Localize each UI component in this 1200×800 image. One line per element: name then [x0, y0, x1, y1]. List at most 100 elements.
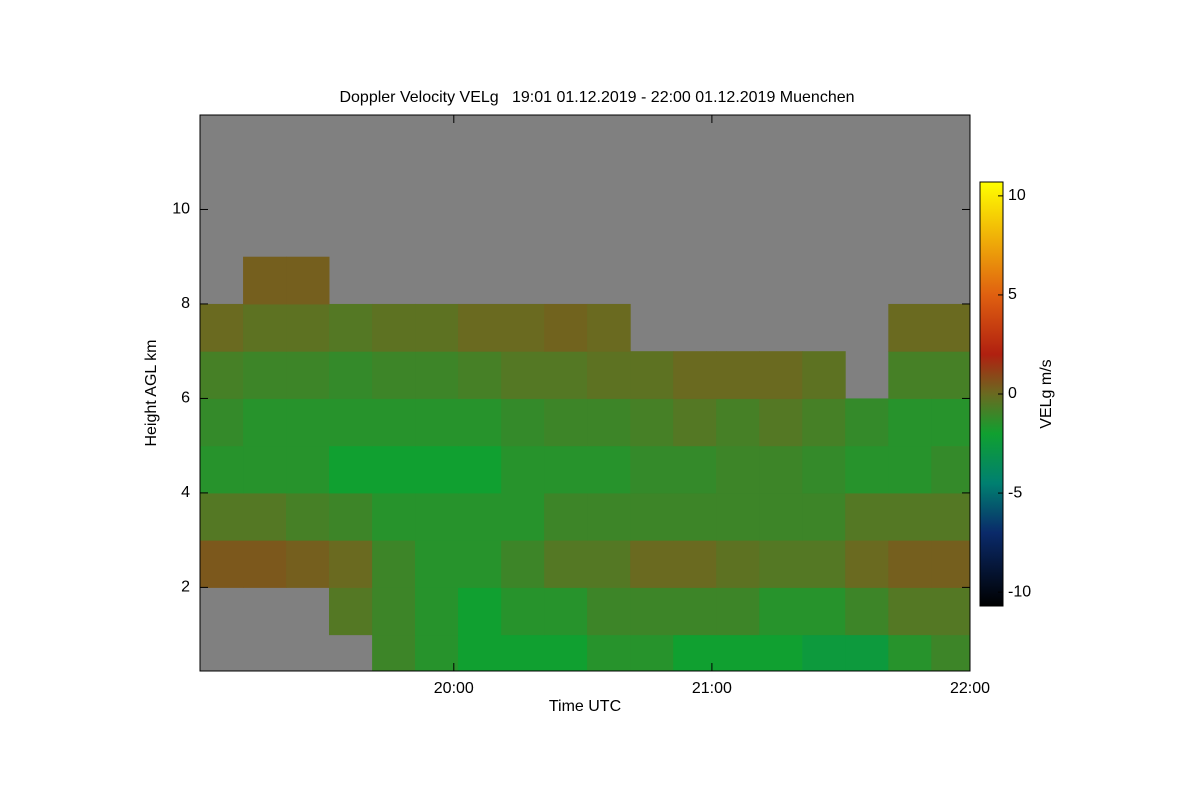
velocity-cell: [458, 303, 502, 352]
velocity-cell: [415, 351, 459, 399]
velocity-cell: [587, 398, 631, 447]
velocity-cell: [759, 445, 803, 494]
velocity-cell: [286, 303, 330, 352]
velocity-cell: [802, 540, 846, 588]
velocity-cell: [759, 492, 803, 541]
velocity-cell: [501, 492, 545, 541]
colorbar-tick-label: 10: [1008, 187, 1026, 204]
x-tick-label: 20:00: [434, 680, 474, 697]
velocity-cell: [888, 634, 932, 671]
velocity-cell: [458, 445, 502, 494]
velocity-cell: [372, 634, 416, 671]
velocity-cell: [372, 540, 416, 588]
velocity-cell: [630, 398, 674, 447]
velocity-cell: [759, 398, 803, 447]
velocity-cell: [888, 540, 932, 588]
velocity-cell: [372, 445, 416, 494]
y-tick-label: 8: [181, 295, 190, 312]
heatmap: [200, 256, 970, 671]
velocity-cell: [329, 303, 373, 352]
velocity-cell: [716, 634, 760, 671]
plot-frame: [199, 114, 971, 672]
velocity-cell: [372, 587, 416, 636]
velocity-cell: [501, 303, 545, 352]
velocity-cell: [200, 303, 244, 352]
velocity-cell: [673, 398, 717, 447]
velocity-cell: [544, 398, 588, 447]
velocity-cell: [716, 492, 760, 541]
colorbar-tick-label: -5: [1008, 484, 1022, 501]
y-tick-label: 4: [181, 484, 190, 501]
colorbar-tick-label: 0: [1008, 385, 1017, 402]
velocity-cell: [286, 540, 330, 588]
velocity-cell: [458, 634, 502, 671]
velocity-cell: [372, 351, 416, 399]
velocity-cell: [716, 587, 760, 636]
velocity-cell: [243, 256, 287, 305]
velocity-cell: [415, 634, 459, 671]
colorbar-tick-label: 5: [1008, 286, 1017, 303]
velocity-cell: [415, 445, 459, 494]
velocity-cell: [243, 303, 287, 352]
velocity-cell: [802, 634, 846, 671]
velocity-cell: [415, 303, 459, 352]
velocity-cell: [243, 540, 287, 588]
velocity-cell: [243, 492, 287, 541]
velocity-cell: [544, 540, 588, 588]
velocity-cell: [630, 634, 674, 671]
velocity-cell: [544, 492, 588, 541]
velocity-cell: [888, 492, 932, 541]
velocity-cell: [673, 351, 717, 399]
x-tick-label: 21:00: [692, 680, 732, 697]
velocity-cell: [243, 351, 287, 399]
velocity-cell: [888, 303, 932, 352]
velocity-cell: [200, 540, 244, 588]
velocity-cell: [802, 587, 846, 636]
velocity-cell: [329, 587, 373, 636]
velocity-cell: [888, 398, 932, 447]
velocity-cell: [673, 492, 717, 541]
velocity-cell: [888, 351, 932, 399]
velocity-cell: [673, 445, 717, 494]
velocity-cell: [931, 492, 970, 541]
velocity-cell: [415, 540, 459, 588]
velocity-cell: [802, 351, 846, 399]
velocity-cell: [587, 351, 631, 399]
velocity-cell: [200, 398, 244, 447]
velocity-cell: [200, 492, 244, 541]
velocity-cell: [630, 587, 674, 636]
velocity-cell: [329, 540, 373, 588]
velocity-cell: [372, 303, 416, 352]
velocity-cell: [630, 492, 674, 541]
velocity-cell: [286, 492, 330, 541]
velocity-cell: [931, 398, 970, 447]
velocity-cell: [501, 398, 545, 447]
velocity-cell: [802, 492, 846, 541]
velocity-cell: [415, 398, 459, 447]
velocity-cell: [501, 634, 545, 671]
velocity-cell: [931, 303, 970, 352]
velocity-cell: [759, 351, 803, 399]
velocity-cell: [587, 587, 631, 636]
velocity-cell: [802, 445, 846, 494]
velocity-cell: [845, 587, 889, 636]
velocity-cell: [931, 540, 970, 588]
velocity-cell: [888, 587, 932, 636]
velocity-cell: [759, 634, 803, 671]
velocity-cell: [501, 351, 545, 399]
velocity-cell: [329, 445, 373, 494]
velocity-cell: [845, 634, 889, 671]
velocity-cell: [286, 398, 330, 447]
velocity-cell: [587, 492, 631, 541]
velocity-cell: [716, 445, 760, 494]
velocity-cell: [716, 540, 760, 588]
velocity-cell: [931, 445, 970, 494]
velocity-cell: [200, 445, 244, 494]
velocity-cell: [329, 398, 373, 447]
velocity-cell: [200, 351, 244, 399]
velocity-cell: [329, 492, 373, 541]
velocity-cell: [372, 492, 416, 541]
velocity-cell: [243, 398, 287, 447]
velocity-cell: [458, 492, 502, 541]
velocity-cell: [845, 540, 889, 588]
